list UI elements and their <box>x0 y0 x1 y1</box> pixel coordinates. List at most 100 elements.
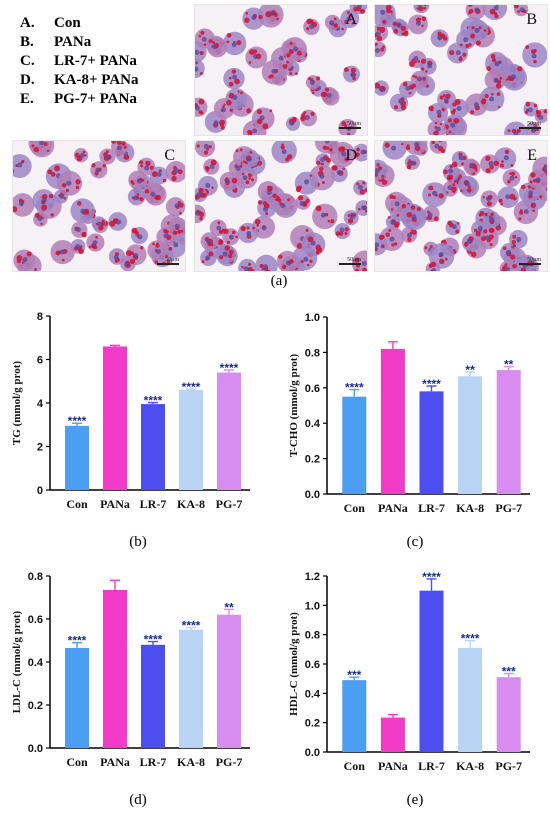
x-tick-label: PG-7 <box>216 755 243 769</box>
significance-label: ** <box>504 358 514 372</box>
y-tick-label: 0.0 <box>305 489 320 501</box>
legend-label: PG-7+ PANa <box>54 91 137 107</box>
significance-label: **** <box>220 361 239 375</box>
chart-ldlc: 0.0 0.2 0.4 0.6 0.8 LDL-C (mmol/g prot) **** Co… <box>11 571 250 769</box>
x-tick-label: Con <box>66 755 88 769</box>
bar-pg-7 <box>217 372 241 490</box>
significance-label: **** <box>182 619 201 633</box>
significance-label: *** <box>347 668 361 682</box>
figure-legend: A. Con B. PANa C. LR-7+ PANa D. KA-8+ PANa E… <box>20 14 139 109</box>
x-tick-label: PANa <box>378 759 408 773</box>
x-tick-label: LR-7 <box>140 497 167 511</box>
significance-label: **** <box>144 394 163 408</box>
significance-label: **** <box>68 634 87 648</box>
bar-pana <box>380 348 405 494</box>
y-tick-label: 0.0 <box>28 743 43 755</box>
legend-entry: D. KA-8+ PANa <box>20 71 139 90</box>
x-tick-label: LR-7 <box>140 755 167 769</box>
scale-bar-label: 50μm <box>347 257 361 263</box>
legend-key: E. <box>20 91 34 107</box>
y-tick-label: 0.6 <box>305 383 320 395</box>
x-tick-label: KA-8 <box>177 755 205 769</box>
x-tick-label: KA-8 <box>456 759 484 773</box>
chart-tg: 0 2 4 6 8 TG (mmol/g prot) **** Con PANa **** LR-7… <box>11 311 250 511</box>
y-tick-label: 0.4 <box>28 657 44 669</box>
bar-lr-7 <box>141 644 165 748</box>
x-tick-label: Con <box>344 501 366 515</box>
y-axis-label: TG (mmol/g prot) <box>11 361 23 445</box>
chart-tcho: 0.00.20.40.60.81.0T-CHO (mmol/g prot) ***… <box>288 312 530 515</box>
y-tick-label: 6 <box>37 355 43 367</box>
y-tick-label: 2 <box>37 442 43 454</box>
y-tick-label: 0.2 <box>28 700 43 712</box>
x-tick-label: PANa <box>100 755 130 769</box>
legend-key: C. <box>20 53 35 69</box>
y-tick-label: 1.0 <box>305 600 320 612</box>
scale-bar <box>519 127 541 129</box>
significance-label: **** <box>68 414 87 428</box>
bar-con <box>342 396 367 494</box>
significance-label: ** <box>465 363 475 377</box>
y-tick-label: 4 <box>37 398 44 410</box>
x-tick-label: Con <box>66 497 88 511</box>
bar-ka-8 <box>458 376 483 494</box>
significance-label: **** <box>422 570 441 584</box>
y-tick-label: 0.8 <box>305 630 320 642</box>
legend-key: D. <box>20 72 35 88</box>
caption-e: (e) <box>406 792 424 808</box>
scale-bar <box>339 263 361 265</box>
scale-bar-label: 50μm <box>527 121 541 127</box>
y-tick-label: 0.2 <box>305 718 320 730</box>
legend-label: PANa <box>54 34 92 50</box>
micrograph-panel-a: A 50μm <box>194 4 368 136</box>
y-tick-label: 0.6 <box>305 659 320 671</box>
x-tick-label: KA-8 <box>177 497 205 511</box>
caption-a: (a) <box>270 273 288 289</box>
x-tick-label: KA-8 <box>456 501 484 515</box>
bar-ka-8 <box>179 389 203 490</box>
bar-con <box>65 648 89 748</box>
stained-cells-image <box>375 5 547 135</box>
bar-lr-7 <box>141 404 165 490</box>
y-axis-label: HDL-C (mmol/g prot) <box>288 612 300 716</box>
y-tick-label: 0.2 <box>305 454 320 466</box>
legend-key: B. <box>20 34 34 50</box>
panel-label: A <box>345 11 357 28</box>
y-tick-label: 8 <box>37 311 43 323</box>
y-axis-label: LDL-C (mmol/g prot) <box>11 610 23 713</box>
x-tick-label: PANa <box>378 501 408 515</box>
y-tick-label: 0 <box>37 485 43 497</box>
y-tick-label: 0.8 <box>305 347 320 359</box>
caption-d: (d) <box>129 792 147 808</box>
scale-bar <box>157 263 179 265</box>
significance-label: **** <box>345 381 364 395</box>
y-tick-label: 0.4 <box>305 418 321 430</box>
legend-key: A. <box>20 15 35 31</box>
scale-bar-label: 50μm <box>165 257 179 263</box>
legend-label: Con <box>54 15 81 31</box>
panel-label: B <box>526 11 537 28</box>
legend-entry: E. PG-7+ PANa <box>20 90 139 109</box>
significance-label: ** <box>224 600 234 614</box>
caption-b: (b) <box>129 534 147 550</box>
x-tick-label: PG-7 <box>495 759 522 773</box>
panel-label: D <box>345 147 357 164</box>
bar-ka-8 <box>458 647 483 752</box>
bar-ka-8 <box>179 629 203 748</box>
legend-entry: B. PANa <box>20 33 139 52</box>
panel-label: E <box>527 147 537 164</box>
scale-bar-label: 50μm <box>347 121 361 127</box>
caption-c: (c) <box>406 534 424 550</box>
micrograph-panel-d: D 50μm <box>194 140 368 272</box>
bar-lr-7 <box>419 391 444 494</box>
x-tick-label: PG-7 <box>216 497 243 511</box>
significance-label: **** <box>182 380 201 394</box>
micrograph-panel-e: E 50μm <box>374 140 548 272</box>
scale-bar <box>339 127 361 129</box>
x-tick-label: PG-7 <box>495 501 522 515</box>
legend-entry: C. LR-7+ PANa <box>20 52 139 71</box>
bar-pg-7 <box>217 614 241 748</box>
bar-lr-7 <box>419 590 444 752</box>
y-tick-label: 0.8 <box>28 571 43 583</box>
